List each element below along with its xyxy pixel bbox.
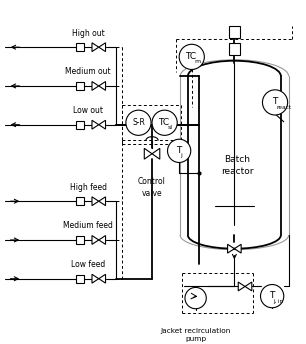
Text: Jacket recirculation
pump: Jacket recirculation pump [160, 328, 231, 342]
Polygon shape [99, 82, 106, 90]
Polygon shape [99, 236, 106, 244]
Text: Batch
reactor: Batch reactor [221, 154, 254, 176]
Polygon shape [238, 282, 245, 291]
Text: m: m [194, 59, 201, 64]
Text: Control
valve: Control valve [138, 177, 166, 198]
Polygon shape [144, 148, 152, 159]
Polygon shape [245, 282, 252, 291]
Polygon shape [234, 244, 241, 253]
Text: High feed: High feed [69, 183, 106, 192]
Circle shape [263, 90, 288, 115]
Bar [229, 26, 240, 37]
Text: Medium feed: Medium feed [63, 221, 113, 230]
Circle shape [126, 110, 151, 135]
Circle shape [260, 284, 284, 308]
Bar [76, 197, 84, 205]
Polygon shape [92, 236, 99, 244]
Text: Low out: Low out [73, 106, 103, 115]
Polygon shape [99, 274, 106, 283]
Polygon shape [92, 274, 99, 283]
Text: j: j [181, 153, 182, 158]
Polygon shape [228, 244, 234, 253]
Bar [76, 82, 84, 90]
Polygon shape [92, 43, 99, 52]
Polygon shape [92, 82, 99, 90]
Text: T: T [269, 291, 274, 300]
Bar [76, 121, 84, 129]
Polygon shape [152, 148, 160, 159]
Circle shape [152, 110, 177, 135]
Polygon shape [92, 197, 99, 206]
Polygon shape [92, 120, 99, 129]
Bar [229, 43, 240, 55]
Text: j, in: j, in [274, 299, 283, 303]
Text: Medium out: Medium out [65, 67, 111, 76]
Text: sl: sl [167, 125, 172, 130]
Circle shape [167, 139, 191, 162]
Text: T: T [176, 146, 181, 155]
Bar [76, 275, 84, 282]
Circle shape [185, 288, 206, 309]
Text: react: react [276, 105, 292, 110]
Bar [76, 236, 84, 244]
Text: High out: High out [72, 29, 104, 37]
Text: Low feed: Low feed [71, 260, 105, 269]
Text: TC: TC [158, 118, 169, 127]
Text: T: T [272, 97, 277, 106]
Text: TC: TC [185, 52, 196, 61]
Bar [76, 43, 84, 51]
Polygon shape [99, 43, 106, 52]
Polygon shape [99, 120, 106, 129]
Text: S-R: S-R [132, 118, 145, 127]
Circle shape [179, 44, 204, 69]
Polygon shape [99, 197, 106, 206]
